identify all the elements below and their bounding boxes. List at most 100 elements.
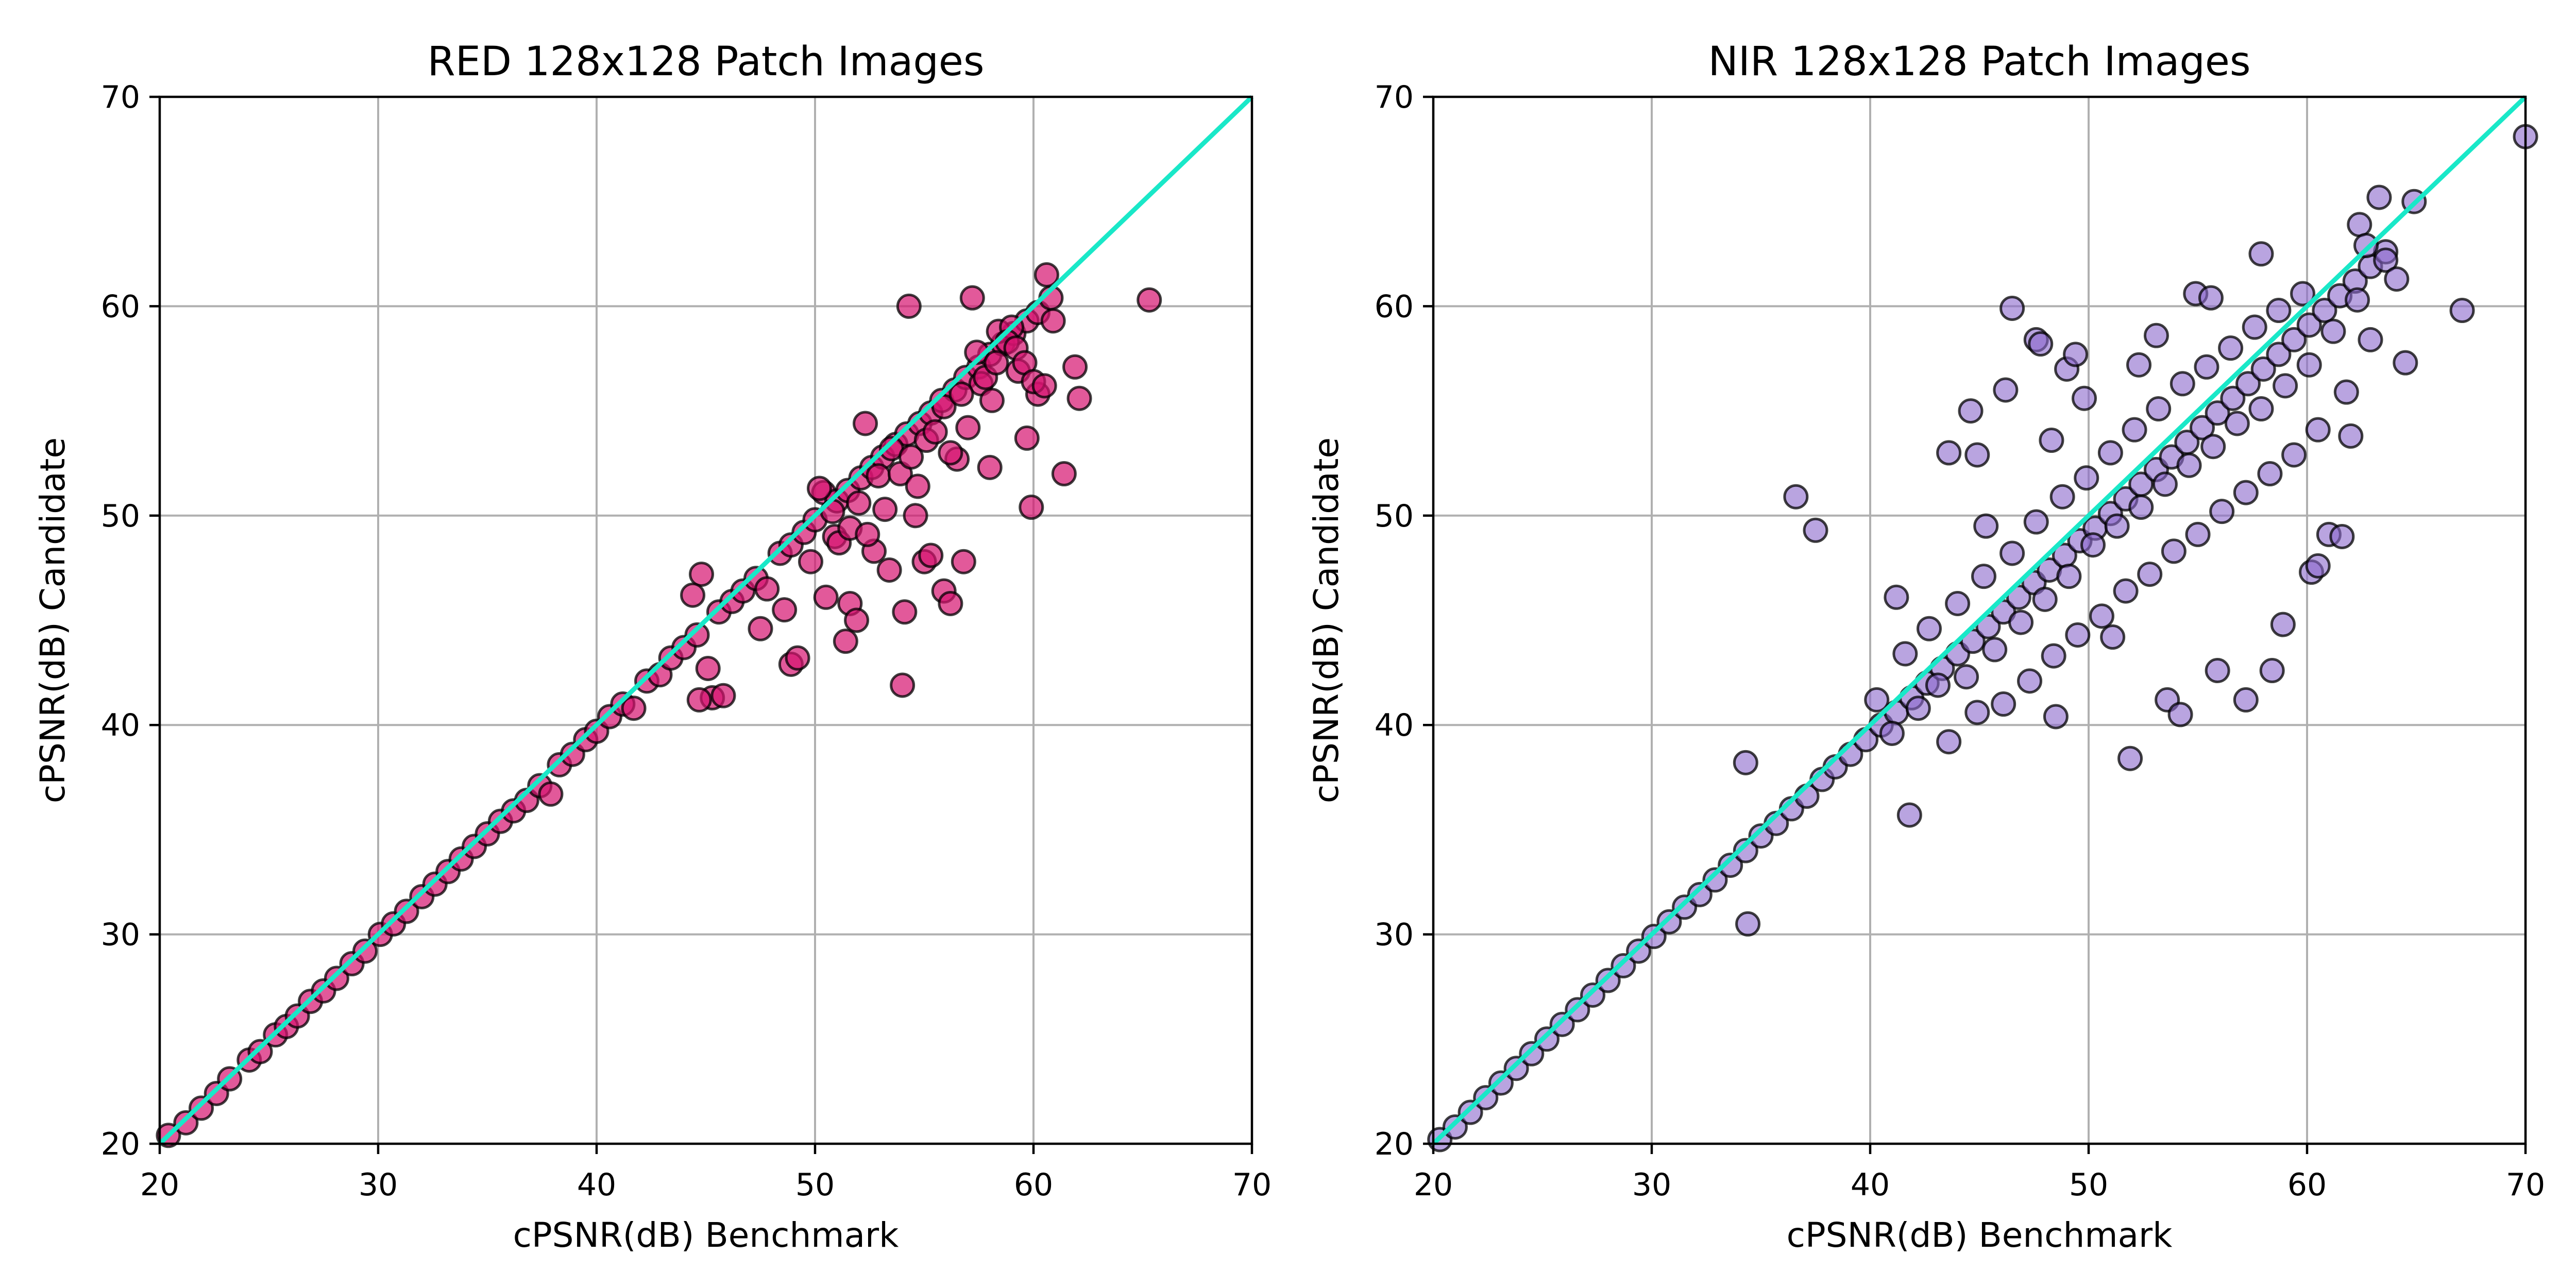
nir-data-point <box>2205 400 2230 426</box>
nir-data-point <box>2122 417 2147 443</box>
nir-data-point <box>1735 911 1761 937</box>
nir-data-point <box>2117 745 2143 771</box>
nir-data-point <box>1999 540 2025 566</box>
nir-data-point <box>2290 281 2316 307</box>
nir-y-tick-label: 60 <box>1375 289 1414 325</box>
nir-data-point <box>2146 396 2172 422</box>
red-data-point <box>538 781 564 807</box>
nir-y-tick-label: 40 <box>1375 707 1414 743</box>
nir-data-point <box>2072 385 2097 411</box>
nir-data-point <box>1473 1085 1499 1111</box>
nir-data-point <box>1958 398 1984 424</box>
nir-data-point <box>1896 802 1922 828</box>
nir-x-tick-label: 20 <box>1414 1167 1453 1203</box>
red-data-point <box>813 584 839 610</box>
nir-data-point <box>2152 471 2178 497</box>
red-data-point <box>173 1110 199 1136</box>
nir-data-point <box>2080 532 2106 558</box>
red-data-point <box>748 616 773 641</box>
red-panel: RED 128x128 Patch Images cPSNR(dB) Bench… <box>33 39 1272 1255</box>
nir-plot-frame <box>1432 95 2527 1145</box>
nir-data-point <box>2089 603 2114 629</box>
nir-x-tick-label: 40 <box>1851 1167 1890 1203</box>
red-data-point <box>785 645 810 671</box>
red-data-point <box>806 476 832 501</box>
nir-data-point <box>1971 564 1996 589</box>
nir-y-tick-label: 70 <box>1375 79 1414 115</box>
nir-data-point <box>2273 373 2298 399</box>
nir-data-point <box>2296 352 2322 378</box>
nir-data-point <box>2347 212 2372 238</box>
nir-data-point <box>1925 672 1951 698</box>
red-y-axis-label: cPSNR(dB) Candidate <box>33 437 73 803</box>
nir-data-point <box>2296 312 2322 338</box>
nir-data-point <box>2220 385 2246 411</box>
nir-x-tick-label: 30 <box>1632 1167 1671 1203</box>
nir-data-point <box>2281 442 2307 468</box>
nir-data-point <box>1718 852 1743 878</box>
red-data-point <box>899 444 924 470</box>
nir-data-point <box>2248 396 2274 422</box>
nir-data-point <box>1991 691 2016 717</box>
red-data-point <box>979 387 1005 413</box>
red-data-point <box>1066 385 1092 411</box>
nir-data-point <box>2200 434 2226 460</box>
nir-ticks: 20 30 40 50 60 70 20 30 40 50 60 70 <box>1375 79 2546 1203</box>
nir-data-point <box>1549 1011 1575 1037</box>
nir-data-point <box>2345 287 2370 313</box>
nir-data-point <box>1656 909 1682 935</box>
nir-data-point <box>1733 750 1758 775</box>
red-data-point <box>1062 354 1088 380</box>
nir-data-point <box>2008 609 2034 635</box>
red-data-point <box>1040 308 1066 334</box>
nir-data-point <box>1611 953 1636 979</box>
nir-data-point <box>2039 427 2064 453</box>
nir-data-point <box>2250 356 2276 382</box>
nir-data-point <box>2126 352 2152 378</box>
nir-data-point <box>2281 327 2307 352</box>
red-y-tick-label: 20 <box>101 1126 140 1162</box>
nir-data-point <box>2023 509 2049 535</box>
nir-data-point <box>2449 298 2475 324</box>
nir-data-point <box>1565 997 1590 1023</box>
nir-data-point <box>2189 415 2215 440</box>
red-data-point <box>959 285 985 311</box>
nir-data-point <box>2233 480 2259 505</box>
red-data-point <box>680 582 706 608</box>
nir-data-point <box>2185 521 2211 547</box>
nir-data-point <box>2266 298 2292 324</box>
nir-x-tick-label: 70 <box>2506 1167 2545 1203</box>
nir-data-point <box>2100 624 2126 650</box>
nir-data-point <box>2209 499 2235 524</box>
red-chart-title: RED 128x128 Patch Images <box>428 39 985 85</box>
nir-data-point <box>2333 379 2359 405</box>
nir-data-point <box>2167 702 2193 727</box>
red-data-point <box>903 503 928 529</box>
red-x-tick-label: 30 <box>359 1167 398 1203</box>
nir-data-point <box>2056 564 2082 589</box>
nir-data-point <box>1534 1026 1560 1052</box>
red-data-point <box>247 1039 273 1064</box>
red-y-tick-label: 70 <box>101 79 140 115</box>
nir-data-point <box>2198 285 2224 311</box>
nir-data-point <box>2242 314 2267 340</box>
nir-data-point <box>2224 411 2250 436</box>
nir-data-point <box>2104 513 2130 539</box>
red-data-point <box>394 899 419 924</box>
nir-data-point <box>2366 184 2392 210</box>
red-data-point <box>1137 287 1162 313</box>
nir-data-point <box>2017 668 2043 694</box>
red-data-point <box>853 411 878 436</box>
nir-data-point <box>2373 247 2399 273</box>
nir-data-point <box>2137 562 2163 587</box>
red-ticks: 20 30 40 50 60 70 20 30 40 50 60 70 <box>101 79 1272 1203</box>
nir-data-point <box>1936 729 1962 755</box>
nir-data-point <box>2143 323 2169 348</box>
nir-data-point <box>2312 298 2337 324</box>
red-data-point <box>1014 425 1040 451</box>
nir-data-point <box>1783 484 1809 510</box>
nir-data-point <box>1982 637 2008 663</box>
nir-data-point <box>1964 442 1990 468</box>
nir-data-point <box>2329 523 2355 549</box>
nir-data-point <box>2259 658 2285 684</box>
